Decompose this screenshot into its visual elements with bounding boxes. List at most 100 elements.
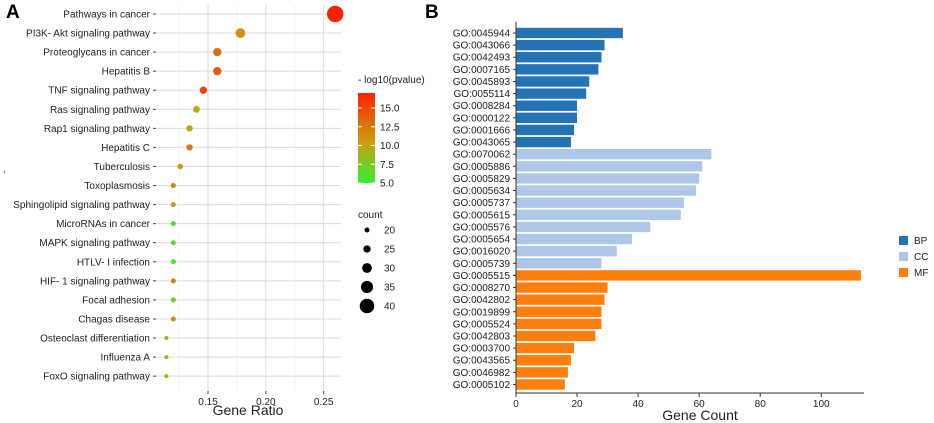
bar-chart-x-axis: 0 20 40 60 80 100: [513, 393, 830, 410]
bar: [516, 185, 697, 196]
dot-plot-point: [170, 259, 176, 265]
go-term-label: GO:0005654: [453, 235, 511, 246]
go-term-label: GO:0003700: [453, 344, 511, 355]
go-term-label: GO:0005886: [453, 162, 511, 173]
go-term-label: GO:0005524: [453, 319, 511, 330]
dot-plot-term-label: Hepatitis B: [102, 67, 151, 78]
bar: [516, 342, 574, 354]
stray-mark: ,: [3, 164, 6, 175]
dot-plot-point: [170, 278, 176, 284]
dot-plot-term-label: Proteoglycans in cancer: [43, 48, 150, 59]
dot-plot-point: [170, 183, 176, 189]
dot-plot-term-label: Ras signaling pathway: [50, 105, 150, 116]
color-legend-tick-label: 12.5: [380, 122, 400, 133]
go-term-label: GO:0045893: [453, 77, 511, 88]
go-term-label: GO:0055114: [453, 89, 510, 100]
bar: [516, 306, 602, 317]
color-legend-tick-label: 7.5: [380, 160, 394, 171]
bar: [516, 173, 700, 184]
go-term-label: GO:0008284: [453, 101, 511, 112]
bar: [516, 64, 599, 75]
dot-plot-point: [170, 202, 176, 208]
dot-plot-point: [193, 105, 200, 113]
size-legend-items: 20 25 30 35 40: [359, 226, 396, 314]
size-legend-label: 30: [384, 264, 396, 275]
size-legend-label: 35: [384, 283, 396, 294]
dot-plot-term-label: Tuberculosis: [94, 162, 150, 173]
dot-plot-point: [235, 28, 246, 38]
dot-plot-x-tick-label: 0.20: [256, 397, 276, 408]
bar-chart-legend-label: BP: [914, 236, 928, 247]
bar-chart-bars: [516, 27, 861, 390]
dot-plot-term-label: Osteoclast differentiation: [40, 334, 150, 345]
bar-chart-x-tick-label: 40: [633, 399, 645, 410]
size-legend-dot: [362, 263, 372, 273]
dot-plot-point: [164, 336, 169, 341]
panel-b-letter: B: [425, 2, 439, 23]
bar-chart-y-axis: GO:0045944GO:0043066GO:0042493GO:0007165…: [453, 29, 516, 391]
bar: [516, 270, 861, 281]
go-term-label: GO:0005739: [453, 259, 511, 270]
go-term-label: GO:0005829: [453, 174, 511, 185]
bar-chart-legend-label: CC: [914, 252, 928, 263]
go-term-label: GO:0005515: [453, 271, 511, 282]
dot-plot-term-label: Rap1 signaling pathway: [44, 124, 150, 135]
bar: [516, 39, 605, 51]
dot-plot-points: [164, 5, 344, 379]
size-legend-label: 20: [384, 226, 396, 237]
bar: [516, 136, 571, 148]
bar: [516, 161, 703, 172]
bar: [516, 52, 602, 63]
go-term-label: GO:0043565: [453, 356, 511, 367]
dot-plot-term-label: Chagas disease: [78, 314, 150, 325]
go-term-label: GO:0000122: [453, 113, 511, 124]
go-term-label: GO:0045944: [453, 29, 511, 40]
dot-plot-point: [213, 47, 222, 57]
color-legend: - log10(pvalue) 5.0 7.5 10.0 12.5 15.0: [358, 75, 425, 190]
go-term-label: GO:0005737: [453, 198, 511, 209]
bar: [516, 124, 574, 136]
bar: [516, 330, 596, 342]
dot-plot-panel: Pathways in cancer PI3K- Akt signaling pa…: [13, 5, 344, 418]
dot-plot-point: [170, 240, 176, 246]
dot-plot-point: [170, 221, 176, 227]
bar-chart-legend-swatch: [899, 268, 908, 277]
dot-plot-plot-area: [156, 5, 341, 391]
dot-plot-term-label: Influenza A: [101, 353, 151, 364]
dot-plot-term-label: Pathways in cancer: [63, 10, 150, 21]
bar: [516, 209, 681, 220]
dot-plot-x-tick-label: 0.15: [198, 397, 218, 408]
dot-plot-term-label: MAPK signaling pathway: [39, 238, 150, 249]
dot-plot-term-label: Sphingolipid signaling pathway: [13, 200, 150, 211]
bar-chart-x-tick-label: 100: [813, 399, 830, 410]
size-legend-dot: [360, 280, 374, 294]
size-legend-dot: [363, 245, 371, 253]
go-term-label: GO:0043066: [453, 41, 511, 52]
dot-plot-term-label: FoxO signaling pathway: [43, 372, 150, 383]
dot-plot-x-axis: 0.15 0.20 0.25: [198, 391, 334, 408]
dot-plot-term-label: Focal adhesion: [82, 295, 150, 306]
go-term-label: GO:0042802: [453, 295, 511, 306]
dot-plot-point: [177, 163, 184, 170]
dot-plot-term-label: MicroRNAs in cancer: [56, 219, 151, 230]
dot-plot-point: [164, 374, 169, 379]
bar: [516, 27, 623, 39]
size-legend-label: 25: [384, 245, 396, 256]
bar: [516, 197, 684, 208]
dot-plot-x-axis-title: Gene Ratio: [213, 402, 284, 418]
bar: [516, 282, 608, 293]
go-term-label: GO:0001666: [453, 125, 511, 136]
dot-plot-point: [186, 144, 193, 151]
go-term-label: GO:0005615: [453, 210, 511, 221]
dot-plot-x-tick-label: 0.25: [314, 397, 334, 408]
go-term-label: GO:0016020: [453, 247, 511, 258]
go-term-label: GO:0007165: [453, 65, 511, 76]
bar: [516, 245, 617, 257]
dot-plot-point: [164, 355, 169, 360]
bar-chart-x-tick-label: 60: [694, 399, 706, 410]
dot-plot-term-label: TNF signaling pathway: [48, 86, 150, 97]
size-legend-title: count: [358, 210, 383, 221]
dot-plot-point: [199, 86, 208, 94]
bar: [516, 367, 568, 378]
bar: [516, 76, 590, 87]
